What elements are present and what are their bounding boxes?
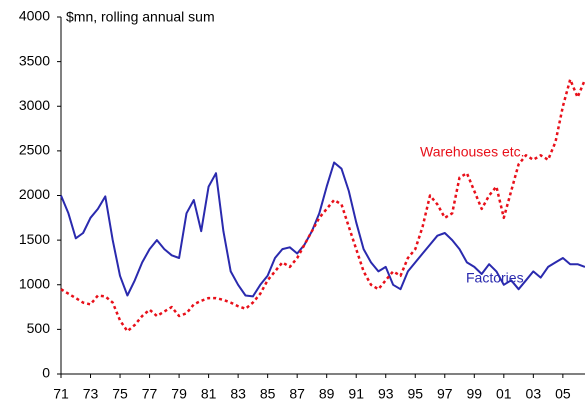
y-tick-label: 2500 <box>19 142 50 158</box>
x-tick-label: 83 <box>230 386 246 402</box>
x-tick-label: 03 <box>526 386 542 402</box>
y-tick-label: 0 <box>42 365 50 381</box>
x-tick-label: 85 <box>260 386 276 402</box>
x-tick-label: 99 <box>467 386 483 402</box>
y-tick-label: 500 <box>27 320 51 336</box>
y-tick-label: 1000 <box>19 275 50 291</box>
x-tick-label: 01 <box>496 386 512 402</box>
x-tick-label: 95 <box>407 386 423 402</box>
x-tick-label: 93 <box>378 386 394 402</box>
y-tick-label: 4000 <box>19 8 50 24</box>
y-tick-label: 2000 <box>19 186 50 202</box>
x-tick-label: 97 <box>437 386 453 402</box>
x-tick-label: 89 <box>319 386 335 402</box>
x-tick-label: 77 <box>142 386 158 402</box>
series-line <box>60 78 585 333</box>
y-tick-label: 3500 <box>19 52 50 68</box>
y-tick-label: 3000 <box>19 97 50 113</box>
series-label: Warehouses etc. <box>420 144 525 160</box>
y-tick-label: 1500 <box>19 231 50 247</box>
x-tick-label: 73 <box>83 386 99 402</box>
series-line <box>60 161 585 298</box>
x-tick-label: 05 <box>555 386 571 402</box>
series-label: Factories <box>466 270 524 286</box>
x-tick-label: 87 <box>289 386 305 402</box>
x-tick-label: 91 <box>348 386 364 402</box>
y-axis-label: $mn, rolling annual sum <box>66 9 215 25</box>
x-tick-label: 81 <box>201 386 217 402</box>
x-tick-label: 71 <box>53 386 69 402</box>
x-tick-label: 79 <box>171 386 187 402</box>
x-tick-label: 75 <box>112 386 128 402</box>
